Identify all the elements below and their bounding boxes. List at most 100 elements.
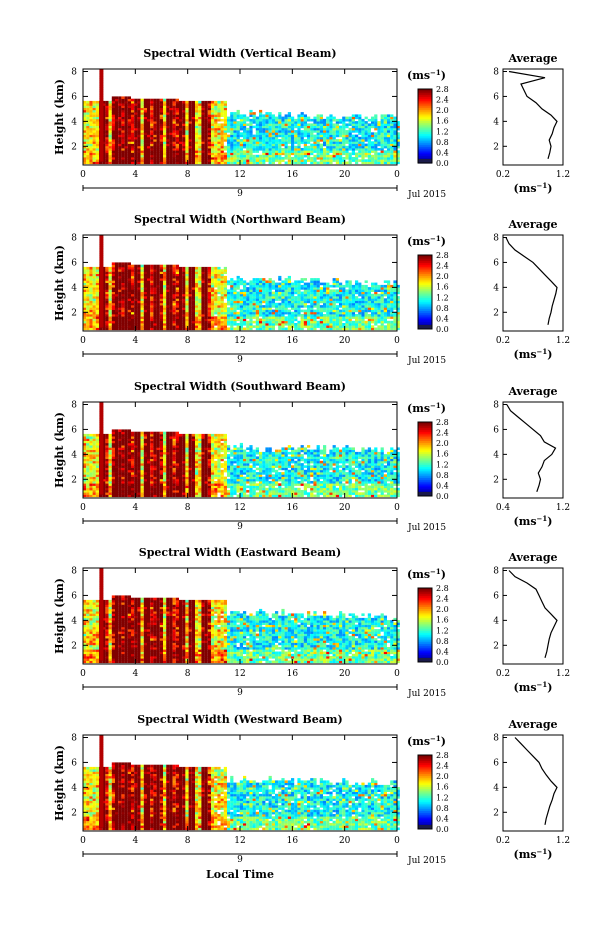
heatmap-cell [83,116,87,120]
heatmap-cell [201,320,205,324]
heatmap-cell [204,275,208,279]
heatmap-cell [303,125,307,129]
heatmap-cell [316,132,320,135]
heatmap-cell [275,125,279,129]
heatmap-cell [284,127,288,131]
heatmap-cell [351,136,355,140]
heatmap-cell [99,156,104,160]
heatmap-cell [153,278,157,281]
heatmap-cell [166,289,170,292]
heatmap-cell [239,125,243,129]
heatmap-cell [332,139,336,142]
heatmap-cell [131,302,135,306]
heatmap-cell [92,287,96,290]
heatmap-cell [355,287,359,290]
heatmap-cell [124,284,128,288]
heatmap-cell [169,266,173,270]
heatmap-cell [124,264,128,268]
heatmap-cell [182,150,186,153]
heatmap-cell [89,109,93,113]
heatmap-cell [361,289,365,292]
heatmap-cell [115,309,119,313]
heatmap-cell [195,284,199,288]
heatmap-cell [137,130,141,133]
heatmap-cell [95,314,99,317]
heatmap-cell [361,118,365,122]
heatmap-cell [166,145,170,149]
heatmap-cell [92,280,96,283]
heatmap-cell [297,327,301,331]
heatmap-cell [147,127,151,131]
heatmap-cell [105,100,109,104]
heatmap-cell [239,143,243,147]
colorbar-segment [418,102,432,105]
heatmap-cell [233,125,237,129]
heatmap-cell [233,150,237,153]
heatmap-cell [86,305,90,308]
heatmap-cell [147,323,151,326]
heatmap-cell [236,152,240,156]
heatmap-cell [179,320,183,324]
heatmap-cell [291,118,295,122]
heatmap-cell [131,145,135,149]
colorbar-segment [418,113,432,116]
heatmap-cell [191,161,195,165]
heatmap-cell [374,143,378,147]
heatmap-cell [390,159,394,162]
heatmap-cell [92,296,96,299]
heatmap-cell [246,154,250,158]
heatmap-cell [83,302,87,306]
heatmap-cell [303,132,307,135]
heatmap-cell [182,148,186,151]
heatmap-cell [121,96,125,99]
heatmap-cell [278,123,282,126]
heatmap-cell [265,150,269,153]
heatmap-cell [140,289,144,292]
heatmap-cell [249,157,253,160]
heatmap-cell [140,293,144,297]
heatmap-cell [207,284,211,288]
heatmap-cell [348,282,352,286]
heatmap-cell [140,305,144,308]
heatmap-cell [217,269,221,272]
heatmap-cell [127,123,131,126]
heatmap-cell [223,116,227,120]
heatmap-cell [287,121,291,124]
heatmap-cell [201,311,205,315]
heatmap-cell [147,269,151,272]
heatmap-cell [156,127,160,131]
heatmap-cell [316,314,320,317]
heatmap-cell [134,323,138,326]
heatmap-cell [220,320,224,324]
heatmap-cell [182,107,186,111]
heatmap-cell [204,109,208,113]
heatmap-cell [143,150,147,153]
heatmap-cell [163,284,167,288]
heatmap-cell [111,316,115,319]
heatmap-cell [179,150,183,153]
heatmap-cell [361,148,365,151]
heatmap-cell [303,282,307,286]
heatmap-cell [169,121,173,124]
heatmap-cell [345,150,349,153]
heatmap-cell [383,114,387,117]
heatmap-cell [390,289,394,292]
heatmap-cell [268,139,272,142]
heatmap-cell [156,150,160,153]
heatmap-cell [134,105,138,108]
heatmap-cell [172,116,176,120]
heatmap-cell [211,305,215,308]
heatmap-cell [371,307,375,310]
heatmap-cell [83,118,87,122]
heatmap-cell [233,143,237,147]
heatmap-cell [326,132,330,135]
heatmap-cell [243,157,247,160]
heatmap-cell [361,134,365,138]
heatmap-cell [220,300,224,304]
heatmap-cell [287,136,291,140]
heatmap-cell [169,284,173,288]
heatmap-cell [243,132,247,135]
heatmap-cell [387,309,391,313]
heatmap-cell [287,300,291,304]
heatmap-cell [332,148,336,151]
